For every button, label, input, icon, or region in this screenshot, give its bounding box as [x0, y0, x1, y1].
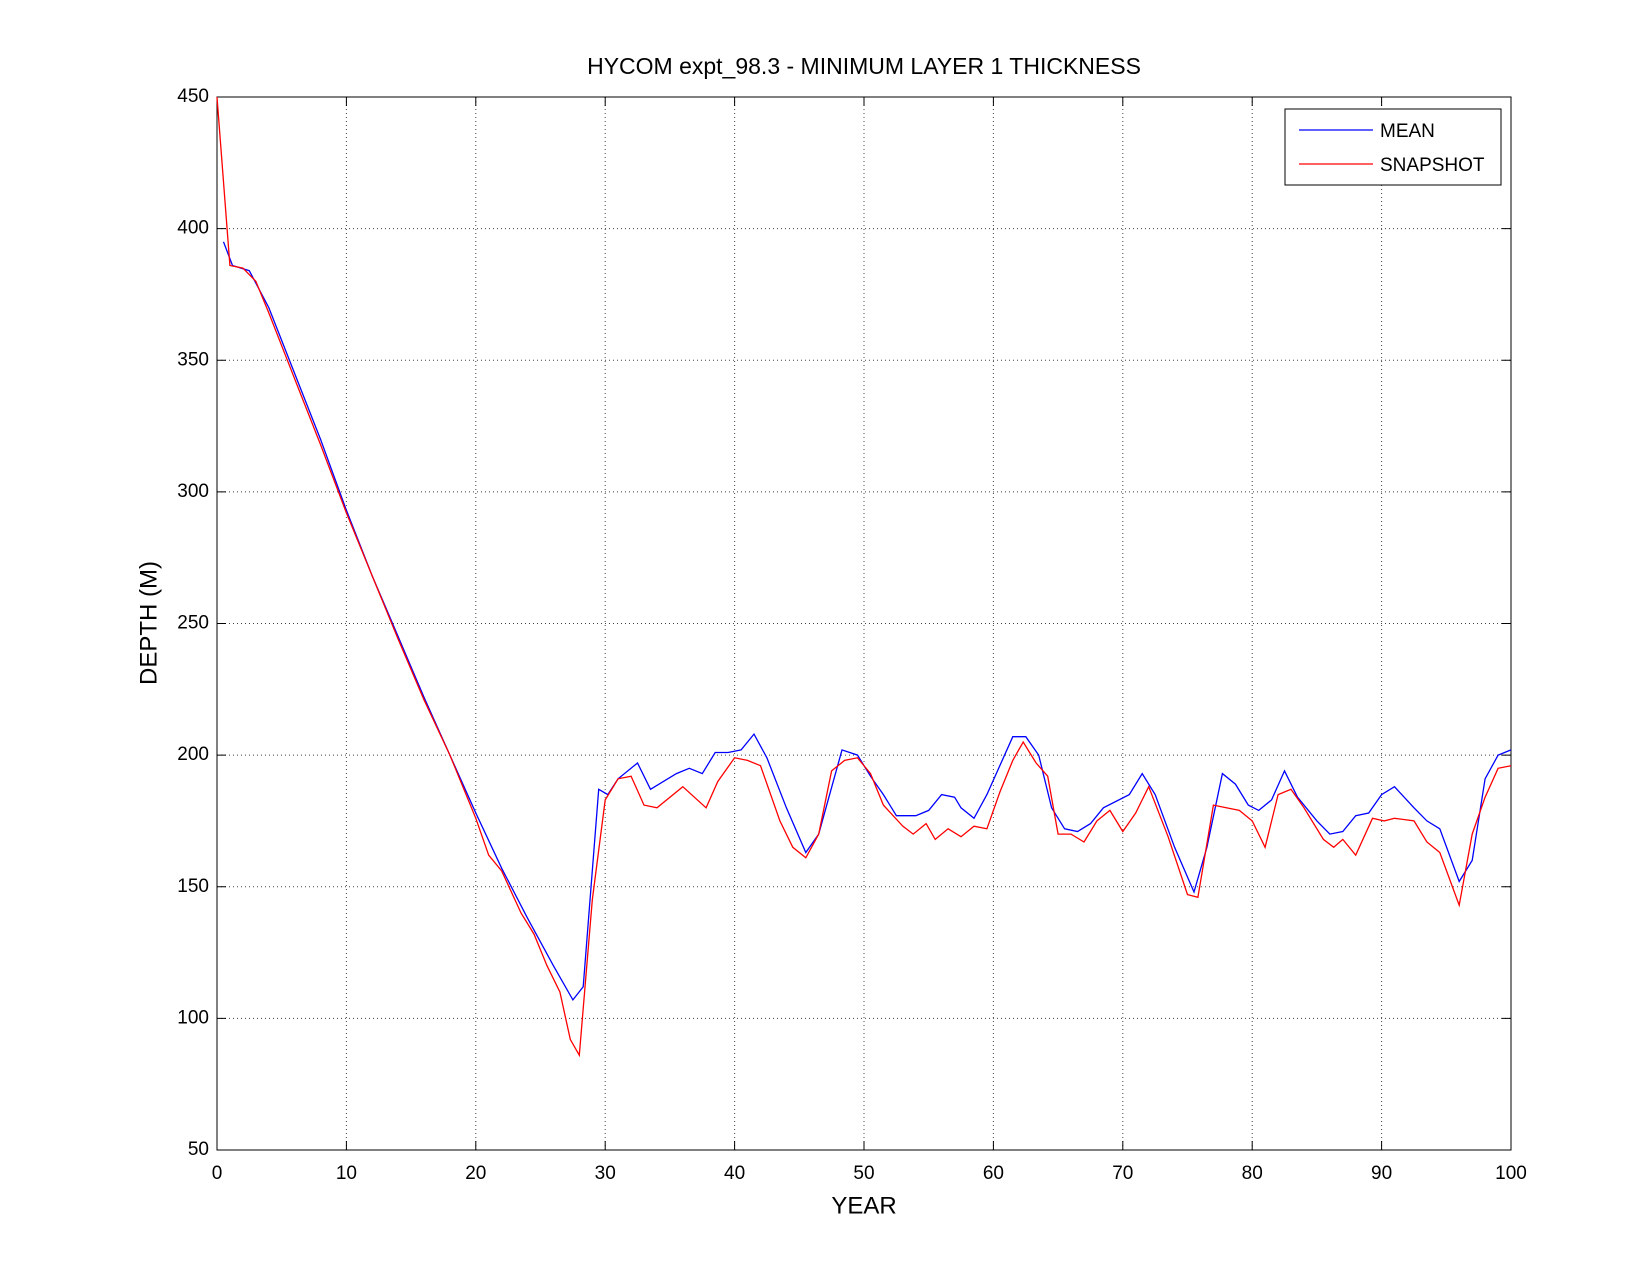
y-tick-label: 400: [177, 218, 209, 239]
x-tick-label: 30: [595, 1163, 616, 1184]
y-tick-label: 50: [188, 1139, 209, 1160]
y-tick-label: 250: [177, 613, 209, 634]
legend-box: [1284, 108, 1502, 186]
data-line: [216, 96, 1512, 1058]
y-tick-label: 100: [177, 1007, 209, 1028]
x-tick-label: 70: [1112, 1163, 1133, 1184]
x-axis-label: YEAR: [831, 1192, 896, 1219]
x-tick-label: 80: [1242, 1163, 1263, 1184]
x-tick-label: 20: [465, 1163, 486, 1184]
y-tick-label: 300: [177, 481, 209, 502]
x-tick-label: 40: [724, 1163, 745, 1184]
x-tick-label: 100: [1495, 1163, 1527, 1184]
chart-title: HYCOM expt_98.3 - MINIMUM LAYER 1 THICKN…: [587, 53, 1141, 79]
x-tick-label: 0: [212, 1163, 223, 1184]
x-tick-label: 50: [853, 1163, 874, 1184]
legend-label: MEAN: [1380, 121, 1435, 142]
legend-label: SNAPSHOT: [1380, 155, 1485, 176]
y-tick-label: 350: [177, 349, 209, 370]
x-tick-label: 10: [336, 1163, 357, 1184]
y-tick-label: 450: [177, 86, 209, 107]
y-axis-label: DEPTH (M): [135, 561, 162, 685]
plot-frame: [216, 96, 1512, 1151]
x-tick-label: 60: [983, 1163, 1004, 1184]
y-tick-label: 200: [177, 744, 209, 765]
y-tick-label: 150: [177, 876, 209, 897]
x-tick-label: 90: [1371, 1163, 1392, 1184]
data-line: [222, 241, 1512, 1002]
